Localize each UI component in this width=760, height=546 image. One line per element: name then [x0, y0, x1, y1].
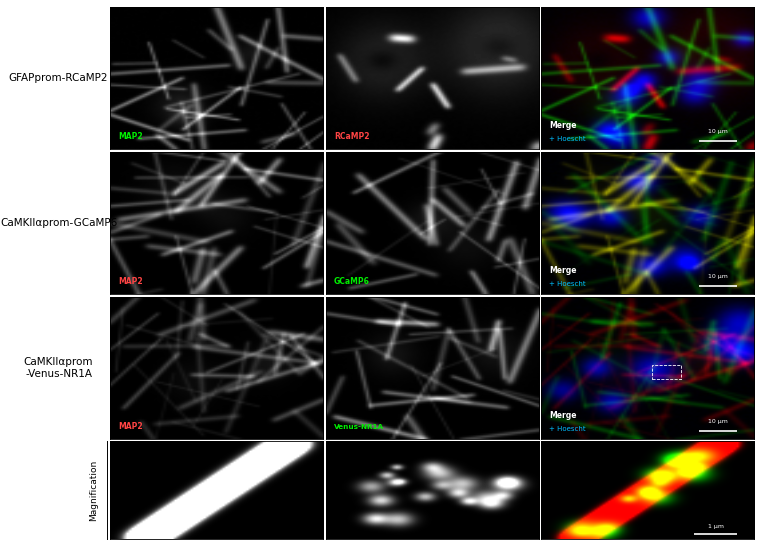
Text: + Hoescht: + Hoescht [549, 281, 586, 287]
Text: 10 μm: 10 μm [708, 129, 727, 134]
Text: CaMKIIαprom-GCaMP6: CaMKIIαprom-GCaMP6 [0, 218, 117, 228]
Text: Merge: Merge [549, 121, 577, 130]
Text: GCaMP6: GCaMP6 [334, 277, 370, 286]
Text: Merge: Merge [549, 266, 577, 275]
Text: 10 μm: 10 μm [708, 274, 727, 278]
Text: CaMKIIαprom
-Venus-NR1A: CaMKIIαprom -Venus-NR1A [24, 357, 93, 379]
Text: Venus-NR1A: Venus-NR1A [334, 424, 385, 430]
Text: Merge: Merge [549, 411, 577, 420]
Text: MAP2: MAP2 [119, 132, 144, 141]
Text: + Hoescht: + Hoescht [549, 136, 586, 142]
Text: MAP2: MAP2 [119, 422, 144, 431]
Text: Magnification: Magnification [89, 460, 98, 521]
Text: 1 μm: 1 μm [708, 524, 724, 529]
Bar [651, 365, 682, 379]
Text: MAP2: MAP2 [119, 277, 144, 286]
Text: 10 μm: 10 μm [708, 419, 727, 424]
Text: RCaMP2: RCaMP2 [334, 132, 369, 141]
Text: GFAPprom-RCaMP2: GFAPprom-RCaMP2 [9, 73, 108, 83]
Text: + Hoescht: + Hoescht [549, 426, 586, 432]
